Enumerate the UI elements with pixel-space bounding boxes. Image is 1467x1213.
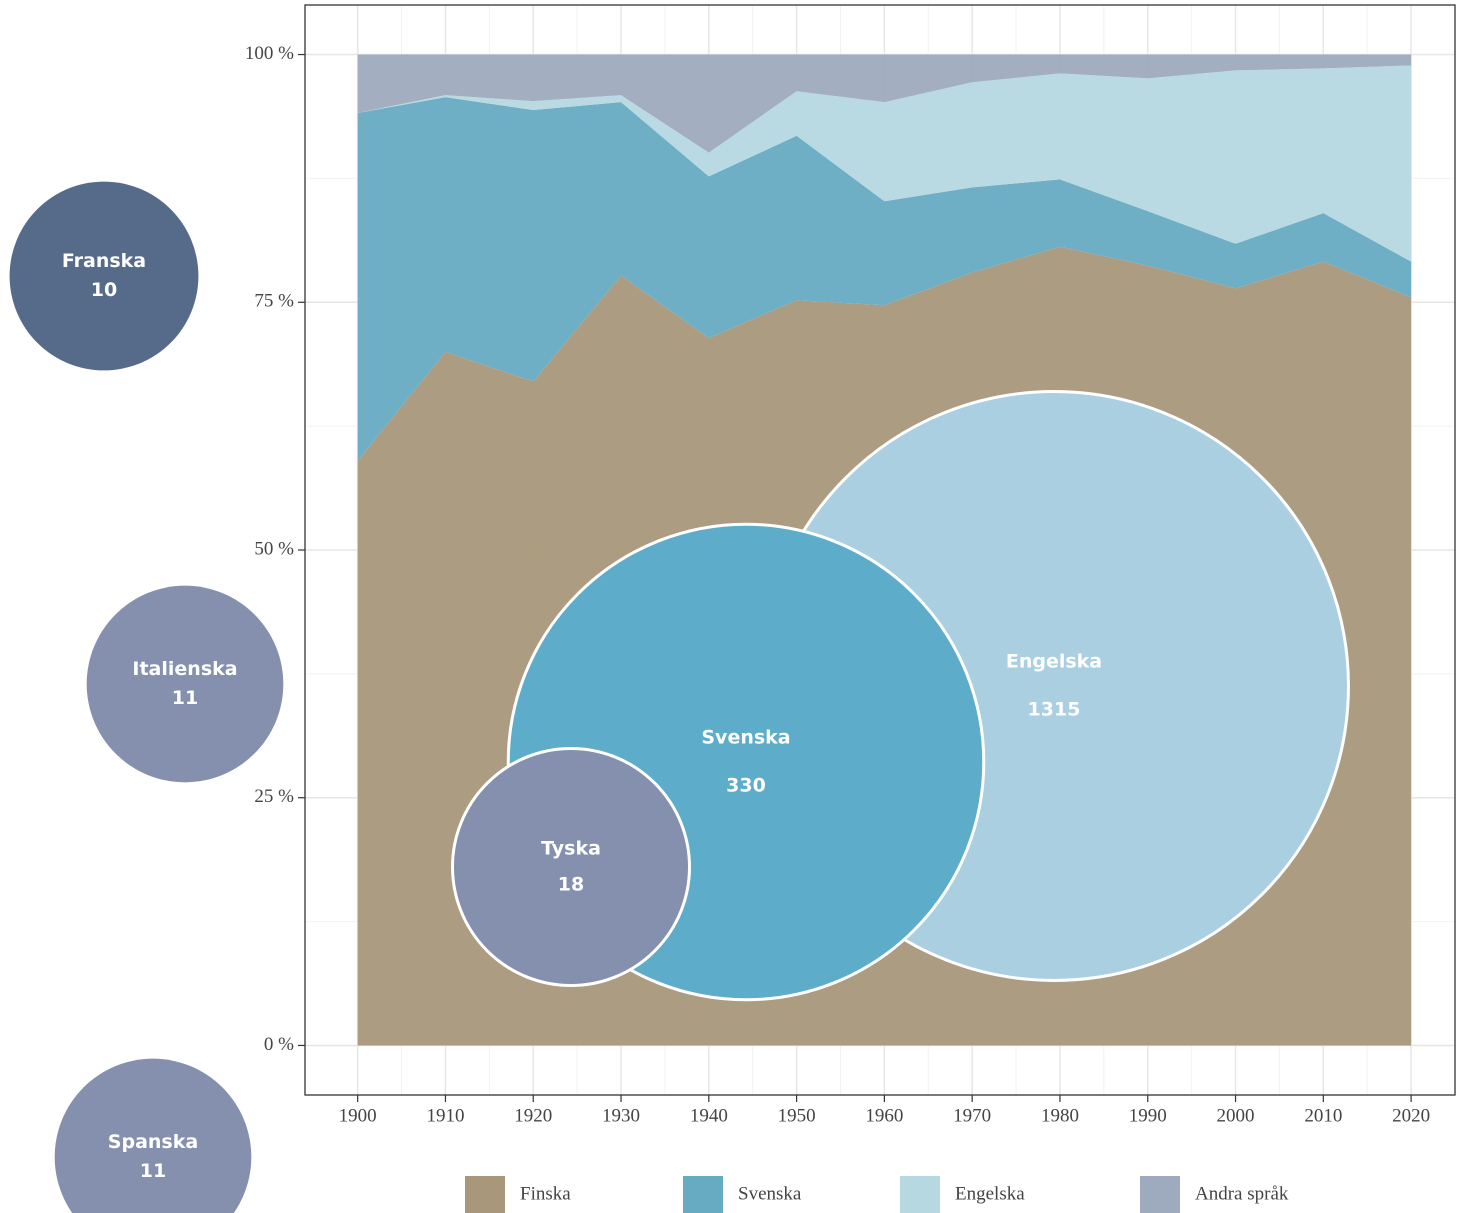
bubble-name: Tyska: [541, 837, 601, 859]
x-tick-label: 1950: [778, 1105, 816, 1126]
y-tick-label: 75 %: [254, 291, 294, 312]
bubble-value: 10: [91, 279, 117, 301]
bubble-value: 11: [172, 687, 198, 709]
area: [357, 54, 1412, 153]
legend-label: Andra språk: [1195, 1183, 1289, 1204]
legend-swatch: [900, 1176, 940, 1213]
bubble-circle: [54, 1058, 252, 1213]
bubble-value: 18: [558, 874, 584, 896]
bubble-circle: [86, 585, 284, 783]
x-tick-label: 2000: [1217, 1105, 1255, 1126]
bubble-name: Italienska: [132, 658, 237, 680]
x-tick-label: 1910: [426, 1105, 464, 1126]
bubble-circle: [9, 181, 199, 371]
x-tick-label: 1940: [690, 1105, 728, 1126]
y-tick-label: 25 %: [254, 786, 294, 807]
bubble-name: Spanska: [108, 1131, 198, 1153]
bubble: Spanska 11: [54, 1058, 252, 1213]
bubble-circle: [450, 746, 692, 988]
y-tick-label: 50 %: [254, 538, 294, 559]
plot-border: [304, 4, 1456, 1096]
x-tick-label: 1900: [339, 1105, 377, 1126]
legend-swatch: [465, 1176, 505, 1213]
bubble: Franska 10: [9, 181, 199, 371]
bubble: Italienska 11: [86, 585, 284, 783]
y-tick-label: 0 %: [264, 1034, 294, 1055]
x-tick-label: 2020: [1392, 1105, 1430, 1126]
x-tick-label: 1970: [953, 1105, 991, 1126]
legend-label: Finska: [520, 1183, 571, 1204]
bubble-value: 1315: [1028, 698, 1081, 720]
legend-label: Engelska: [955, 1183, 1025, 1204]
y-tick-label: 100 %: [245, 43, 294, 64]
bubble-name: Engelska: [1006, 651, 1102, 673]
bubble-value: 11: [140, 1160, 166, 1182]
x-tick-label: 1930: [602, 1105, 640, 1126]
legend-swatch: [683, 1176, 723, 1213]
x-tick-label: 1980: [1041, 1105, 1079, 1126]
x-tick-label: 2010: [1304, 1105, 1342, 1126]
area: [357, 65, 1412, 262]
x-tick-label: 1920: [514, 1105, 552, 1126]
area: [357, 97, 1412, 461]
legend-label: Svenska: [738, 1183, 802, 1204]
bubble: Tyska 18: [450, 746, 692, 988]
bubble-value: 330: [726, 774, 766, 796]
bubble-name: Svenska: [701, 727, 790, 749]
x-tick-label: 1990: [1129, 1105, 1167, 1126]
x-tick-label: 1960: [865, 1105, 903, 1126]
legend-swatch: [1140, 1176, 1180, 1213]
bubble-name: Franska: [62, 250, 146, 272]
